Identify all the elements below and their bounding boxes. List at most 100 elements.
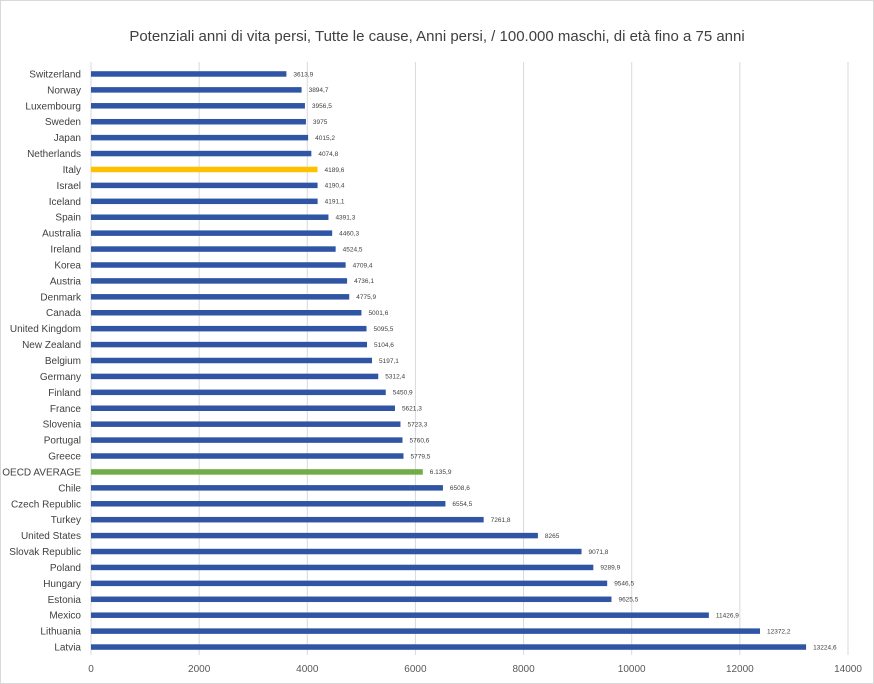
value-label: 13224,6 (813, 644, 837, 651)
value-label: 6508,6 (450, 485, 470, 492)
category-label: Denmark (40, 292, 82, 303)
category-label: Austria (50, 276, 82, 287)
value-label: 5001,6 (368, 310, 388, 317)
value-label: 4775,9 (356, 294, 376, 301)
value-label: 5760,6 (409, 437, 429, 444)
bar (91, 485, 443, 491)
x-tick-label: 10000 (618, 664, 646, 675)
value-label: 4391,3 (335, 215, 355, 222)
value-label: 5197,1 (379, 358, 399, 365)
category-label: Australia (42, 229, 81, 240)
value-label: 4074,8 (318, 151, 338, 158)
category-label: France (50, 404, 82, 415)
category-label: Spain (55, 213, 81, 224)
category-label: Iceland (49, 197, 81, 208)
bar (91, 469, 423, 475)
bar (91, 532, 538, 539)
category-label: Poland (50, 563, 81, 574)
bar (91, 71, 287, 77)
bar (91, 309, 362, 316)
value-label: 8265 (545, 533, 560, 540)
category-label: New Zealand (22, 340, 81, 351)
category-label: Switzerland (29, 69, 81, 80)
category-label: Belgium (45, 356, 81, 367)
category-label: Hungary (43, 579, 81, 590)
category-label: Netherlands (27, 149, 81, 160)
bar (91, 437, 403, 443)
bar (91, 246, 336, 252)
bar (91, 373, 379, 380)
x-tick-label: 8000 (512, 664, 535, 675)
labels: 0 2000 4000 6000 8000 10000 12000 14000 Switzerl… (2, 69, 862, 675)
value-label: 4015,2 (315, 135, 335, 142)
bar (91, 628, 760, 634)
category-label: United Kingdom (10, 324, 81, 335)
bar (91, 596, 612, 603)
category-label: Luxembourg (25, 101, 81, 112)
value-label: 9071,8 (589, 549, 609, 556)
category-label: Norway (47, 85, 81, 96)
value-label: 4460,3 (339, 230, 359, 237)
value-label: 6.135,9 (430, 469, 452, 476)
x-tick-label: 12000 (726, 664, 754, 675)
category-label: Israel (57, 181, 81, 192)
bar (91, 389, 386, 396)
category-label: Canada (46, 308, 81, 319)
value-label: 5450,9 (393, 390, 413, 397)
bars (91, 71, 807, 650)
value-label: 6554,5 (452, 501, 472, 508)
category-label: Slovak Republic (9, 547, 81, 558)
category-label: Japan (54, 133, 81, 144)
bar (91, 580, 608, 587)
bar (91, 214, 329, 220)
value-label: 5621,3 (402, 406, 422, 413)
bar (91, 150, 312, 157)
category-label: Czech Republic (11, 499, 81, 510)
bar (91, 103, 305, 109)
value-label: 5104,6 (374, 342, 394, 349)
x-tick-label: 0 (88, 664, 94, 675)
bar (91, 357, 373, 364)
category-label: Finland (48, 388, 81, 399)
category-label: Turkey (51, 515, 81, 526)
category-label: OECD AVERAGE (2, 467, 81, 478)
bar (91, 134, 309, 141)
bar (91, 198, 318, 205)
bar (91, 230, 333, 236)
category-label: Greece (48, 452, 81, 463)
category-label: Italy (63, 165, 81, 176)
value-label: 4709,4 (353, 262, 373, 269)
bar (91, 262, 346, 268)
value-label: 5779,5 (411, 453, 431, 460)
value-label: 4189,6 (325, 167, 345, 174)
value-label: 7261,8 (491, 517, 511, 524)
bar (91, 341, 368, 348)
category-label: United States (21, 531, 81, 542)
bar (91, 421, 401, 427)
bar (91, 405, 395, 412)
value-label: 3613,9 (293, 71, 313, 78)
category-label: Slovenia (43, 420, 82, 431)
value-label: 9546,5 (614, 581, 634, 588)
bar (91, 182, 318, 189)
category-label: Ireland (50, 245, 81, 256)
chart-title: Potenziali anni di vita persi, Tutte le … (129, 28, 745, 45)
bar (91, 564, 594, 571)
value-label: 5312,4 (385, 374, 405, 381)
bar (91, 453, 404, 459)
bar (91, 516, 484, 523)
x-tick-label: 14000 (834, 664, 862, 675)
bar (91, 644, 807, 650)
category-label: Germany (40, 372, 81, 383)
value-label: 9289,9 (600, 565, 620, 572)
bar (91, 501, 446, 507)
bar (91, 294, 350, 300)
value-label: 12372,2 (767, 628, 791, 635)
value-label: 5723,3 (407, 421, 427, 428)
category-label: Portugal (44, 436, 81, 447)
x-tick-label: 6000 (404, 664, 427, 675)
value-label: 4524,5 (343, 246, 363, 253)
bar (91, 612, 709, 618)
category-label: Sweden (45, 117, 81, 128)
